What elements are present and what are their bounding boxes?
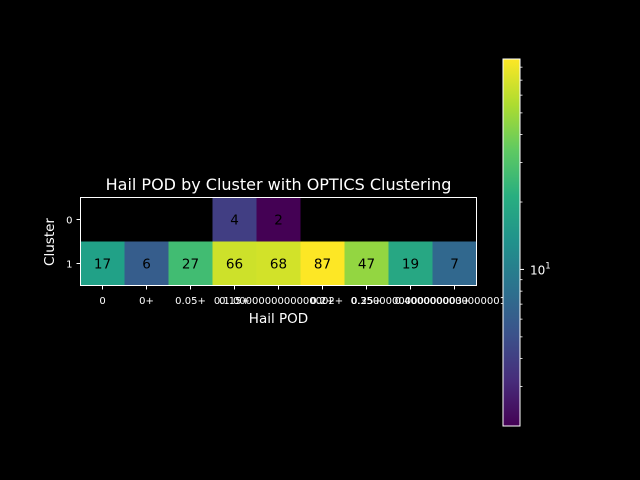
heatmap-cell-labels: 4 2 17 6 27 66 68 87 47 19 7	[94, 213, 459, 273]
heatmap-cell	[212, 241, 257, 286]
y-tick-label: 1	[66, 260, 72, 271]
x-tick-label: 0.15+	[219, 296, 250, 307]
cell-value-label: 7	[450, 257, 459, 273]
x-tick-label: 0	[99, 296, 105, 307]
heatmap-cell	[300, 241, 345, 286]
heatmap-cell	[344, 241, 389, 286]
cell-value-label: 68	[270, 257, 287, 273]
heatmap-cell	[344, 197, 389, 242]
chart-title: Hail POD by Cluster with OPTICS Clusteri…	[106, 175, 452, 194]
heatmap-cell	[80, 197, 125, 242]
heatmap-cell	[432, 197, 477, 242]
colorbar-ticks: 101	[520, 66, 551, 387]
heatmap-cell	[168, 241, 213, 286]
cell-value-label: 6	[142, 257, 151, 273]
y-axis-ticks: 01	[66, 216, 81, 271]
x-tick-label: 0.05+	[175, 296, 206, 307]
cell-value-label: 19	[402, 257, 419, 273]
y-tick-label: 0	[66, 216, 72, 227]
x-axis-ticks: 0 0+ 0.05+ 0.15+0.1.0000000000000002+0.2+ 0.…	[99, 285, 515, 307]
cell-value-label: 87	[314, 257, 331, 273]
cell-value-label: 66	[226, 257, 243, 273]
cell-value-label: 4	[230, 213, 239, 229]
heatmap-cell	[388, 197, 433, 242]
cell-value-label: 2	[274, 213, 283, 229]
heatmap-cell	[80, 241, 125, 286]
heatmap-cell	[388, 241, 433, 286]
heatmap-cell	[300, 197, 345, 242]
y-axis-label: Cluster	[42, 218, 58, 266]
colorbar-tick-label: 101	[530, 261, 551, 277]
x-tick-label: 0.3500000000000003+	[351, 296, 471, 307]
cell-value-label: 47	[358, 257, 375, 273]
x-tick-label: 0.1.0000000000000002+	[214, 296, 343, 307]
cell-value-label: 17	[94, 257, 111, 273]
heatmap-cell	[212, 197, 257, 242]
x-tick-label: 0.25+	[351, 296, 382, 307]
x-tick-label: 0.4000000000000001+	[395, 296, 515, 307]
x-tick-label: 0+	[139, 296, 154, 307]
heatmap-cell	[432, 241, 477, 286]
heatmap-cells	[80, 197, 477, 286]
heatmap-cell	[124, 197, 169, 242]
x-tick-label: 0.2+	[310, 296, 334, 307]
heatmap-cell	[124, 241, 169, 286]
x-axis-label: Hail POD	[249, 311, 308, 327]
colorbar	[502, 58, 521, 427]
heatmap-cell	[256, 197, 301, 242]
cell-value-label: 27	[182, 257, 199, 273]
heatmap-cell	[256, 241, 301, 286]
heatmap-cell	[168, 197, 213, 242]
